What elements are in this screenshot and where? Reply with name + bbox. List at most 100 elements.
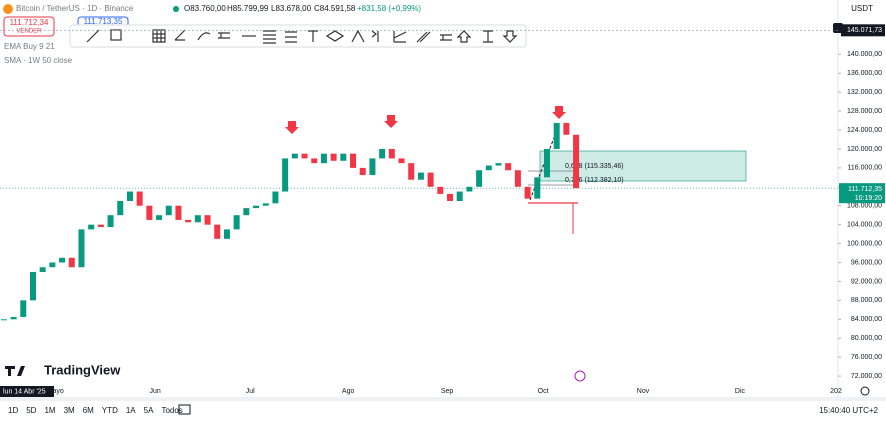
path-tool[interactable]	[197, 32, 211, 41]
y-tick-label: 104.000,00	[847, 222, 882, 229]
candle	[194, 215, 201, 223]
fib-label: 0,786 (112.382,10)	[565, 177, 624, 184]
fib-label: 0,618 (115.335,46)	[565, 163, 624, 170]
candle	[214, 224, 221, 239]
add-button[interactable]	[833, 23, 843, 33]
fan-tool[interactable]	[393, 31, 407, 43]
candle	[466, 186, 473, 192]
range-button[interactable]: YTD	[102, 406, 118, 415]
candle	[456, 191, 463, 201]
candle	[553, 122, 560, 149]
range-button[interactable]: 1M	[44, 406, 55, 415]
candle	[417, 172, 424, 180]
last-price-box	[839, 183, 885, 204]
peak-arrow	[285, 121, 299, 134]
candle	[146, 205, 153, 220]
range-button[interactable]: 5D	[26, 406, 36, 415]
short-tool[interactable]	[502, 30, 518, 43]
shape-tool[interactable]	[325, 30, 345, 42]
indicator[interactable]: EMA Buy 9 21	[4, 42, 55, 51]
range-tool[interactable]	[218, 32, 230, 39]
ohlc-close: C84.591,58	[314, 4, 356, 13]
channel-tool[interactable]	[285, 31, 297, 43]
candle	[59, 257, 66, 263]
candle	[126, 191, 133, 201]
candle	[408, 163, 415, 180]
clock: 15:40:40 UTC+2	[819, 406, 878, 415]
candle	[29, 271, 36, 301]
candle	[388, 148, 395, 159]
candle	[485, 165, 492, 171]
candle	[379, 148, 386, 159]
candle	[97, 224, 104, 228]
candle	[262, 203, 269, 206]
currency[interactable]: USDT	[851, 4, 873, 13]
indicator[interactable]: SMA · 1W 50 close	[4, 56, 73, 65]
candle	[78, 229, 85, 268]
x-tick-label: Dic	[735, 388, 746, 395]
range-button[interactable]: 5A	[144, 406, 154, 415]
ohlc-open: O83.760,00	[184, 4, 226, 13]
high-label: 145.071,73	[847, 27, 882, 34]
candle	[175, 205, 182, 220]
measure-tool[interactable]	[440, 34, 452, 41]
pattern-tool[interactable]	[351, 29, 365, 43]
candle	[437, 186, 444, 194]
range-button[interactable]: 1A	[126, 406, 136, 415]
y-tick-label: 140.000,00	[847, 51, 882, 58]
candle	[340, 153, 347, 161]
range-button[interactable]: 3M	[64, 406, 75, 415]
y-tick-label: 84.000,00	[851, 316, 882, 323]
candle	[185, 219, 192, 223]
candle	[330, 153, 337, 161]
y-tick-label: 120.000,00	[847, 146, 882, 153]
buy-price: 111.713,35	[84, 17, 123, 26]
countdown: 10:19:20	[855, 195, 882, 202]
long-tool[interactable]	[456, 30, 472, 43]
candle	[68, 257, 75, 268]
candle	[476, 170, 483, 187]
text-tool[interactable]	[308, 30, 318, 42]
symbol-icon	[3, 4, 13, 14]
brush-tool[interactable]	[174, 29, 186, 41]
range-button[interactable]: 6M	[83, 406, 94, 415]
candle	[204, 215, 211, 225]
candle	[534, 177, 541, 199]
candle	[524, 186, 531, 199]
sell-label: VENDER	[16, 29, 42, 35]
x-tick-label: Sep	[441, 388, 454, 395]
y-tick-label: 88.000,00	[851, 297, 882, 304]
candle	[49, 262, 56, 268]
watermark: TradingView	[44, 362, 121, 377]
candle	[88, 224, 95, 230]
price-range-tool[interactable]	[483, 30, 493, 43]
sell-button[interactable]	[3, 16, 55, 37]
range-button[interactable]: Todos	[161, 406, 182, 415]
candle	[136, 191, 143, 206]
range-button[interactable]: 1D	[8, 406, 18, 415]
candle	[427, 172, 434, 187]
pitchfork-tool[interactable]	[371, 30, 379, 42]
y-tick-label: 100.000,00	[847, 240, 882, 247]
last-price-label: 111.712,35	[848, 186, 882, 193]
x-tick-label: Jul	[246, 388, 255, 395]
fib-tool[interactable]	[263, 30, 276, 44]
event-icon[interactable]	[574, 370, 586, 382]
symbol[interactable]: Bitcoin / TetherUS · 1D · Binance	[16, 4, 134, 13]
candle	[165, 205, 172, 216]
settings-icon[interactable]	[860, 386, 870, 396]
y-tick-label: 92.000,00	[851, 278, 882, 285]
trend-line-tool[interactable]	[86, 29, 100, 43]
x-tick-label: Nov	[637, 388, 650, 395]
date-range-icon[interactable]	[178, 404, 191, 415]
y-tick-label: 76.000,00	[851, 354, 882, 361]
parallel-tool[interactable]	[416, 31, 431, 43]
candle	[0, 319, 7, 321]
grid-tool[interactable]	[152, 29, 166, 43]
rectangle-tool[interactable]	[110, 29, 122, 41]
candle	[505, 163, 512, 171]
candle	[495, 163, 502, 166]
high-label-box	[841, 24, 885, 37]
y-tick-label: 96.000,00	[851, 259, 882, 266]
